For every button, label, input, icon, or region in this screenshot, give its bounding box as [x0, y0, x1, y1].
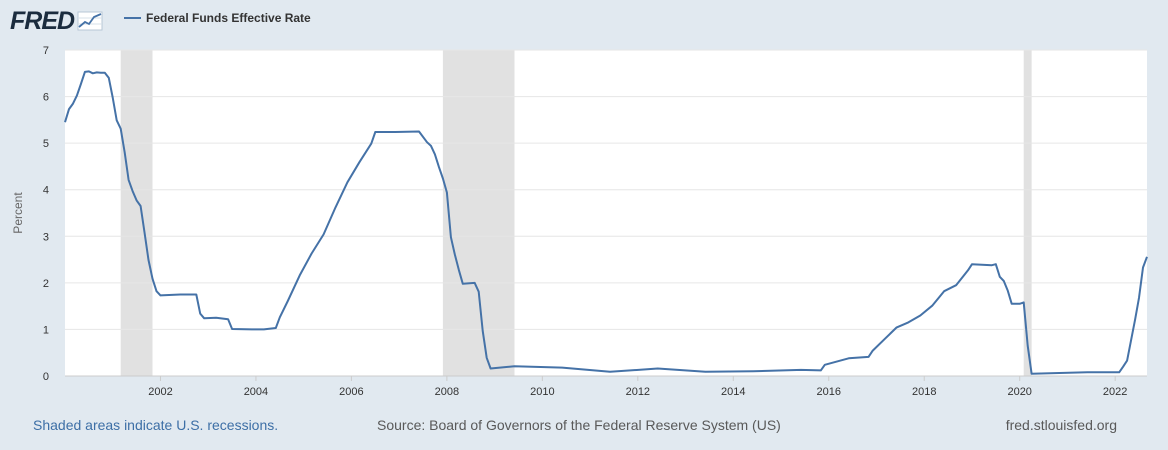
y-tick-label: 0: [43, 371, 49, 383]
x-tick-label: 2018: [912, 386, 936, 398]
x-tick-label: 2022: [1103, 386, 1127, 398]
recession-note-link[interactable]: Shaded areas indicate U.S. recessions.: [33, 417, 279, 433]
source-text: Source: Board of Governors of the Federa…: [377, 417, 781, 433]
x-tick-label: 2014: [721, 386, 745, 398]
y-axis-label: Percent: [11, 192, 25, 234]
line-chart: 0 1 2 3 4 5 6 7 2002 2004 2006 2008 2010 2012 2014 201…: [11, 45, 1148, 398]
fred-site-link[interactable]: fred.stlouisfed.org: [1005, 417, 1117, 433]
y-tick-label: 2: [43, 278, 49, 290]
fred-logo[interactable]: FRED: [10, 6, 103, 36]
x-tick-label: 2012: [626, 386, 650, 398]
legend-series-label: Federal Funds Effective Rate: [146, 11, 311, 25]
legend-swatch: [124, 17, 141, 19]
x-axis-ticks: 2002 2004 2006 2008 2010 2012 2014 2016 2018 2020…: [148, 376, 1127, 398]
chart-legend: Federal Funds Effective Rate: [124, 11, 311, 25]
y-tick-label: 5: [43, 138, 49, 150]
plot-area: [65, 50, 1147, 376]
x-tick-label: 2006: [339, 386, 363, 398]
chart-logo-icon: [77, 11, 103, 31]
recession-band-2: [1023, 50, 1032, 376]
fred-logo-text: FRED: [10, 6, 75, 35]
x-tick-label: 2020: [1007, 386, 1031, 398]
y-tick-label: 6: [43, 92, 49, 104]
y-tick-label: 1: [43, 324, 49, 336]
y-tick-label: 7: [43, 45, 49, 57]
series-line-fed-funds-rate: [64, 70, 1148, 375]
y-axis-ticks: 0 1 2 3 4 5 6 7: [43, 45, 49, 383]
x-tick-label: 2016: [817, 386, 841, 398]
recession-band-1: [442, 50, 515, 376]
y-tick-label: 3: [43, 231, 49, 243]
x-tick-label: 2002: [148, 386, 172, 398]
x-tick-label: 2004: [244, 386, 268, 398]
recession-bands: [120, 50, 1032, 376]
x-tick-label: 2008: [435, 386, 459, 398]
x-tick-label: 2010: [530, 386, 554, 398]
y-tick-label: 4: [43, 185, 49, 197]
recession-band-0: [120, 50, 153, 376]
